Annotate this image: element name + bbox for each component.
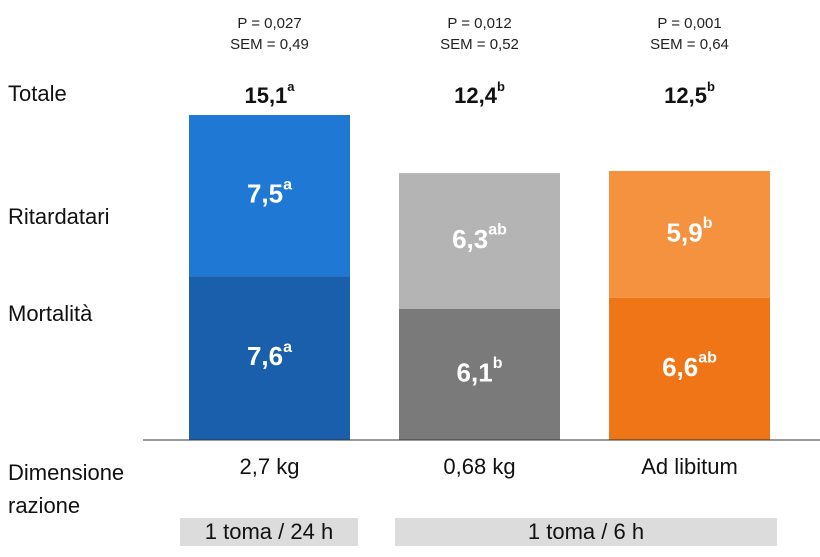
- segment-label-value: 6,1: [457, 357, 493, 387]
- segment-label-letter: ab: [488, 222, 507, 239]
- group-label: 1 toma / 6 h: [528, 519, 644, 544]
- segment-label-value: 6,6: [662, 352, 698, 382]
- bar-segment: [189, 276, 350, 440]
- p-value: P = 0,027: [237, 15, 301, 32]
- x-tick-label: Ad libitum: [641, 454, 738, 479]
- segment-label-value: 7,6: [247, 341, 283, 371]
- segment-label: 6,6ab: [662, 350, 717, 382]
- group-box: [180, 518, 358, 546]
- x-axis-label: Dimensione razione: [8, 460, 125, 518]
- sem-value: SEM = 0,64: [650, 36, 729, 53]
- segment-label-letter: a: [283, 339, 292, 356]
- group-box: [395, 518, 777, 546]
- total-label: 12,4b: [454, 80, 505, 108]
- bar-segment: [609, 170, 770, 298]
- row-label: Ritardatari: [8, 204, 109, 229]
- bar-segment: [609, 297, 770, 440]
- group-label: 1 toma / 24 h: [205, 519, 333, 544]
- sem-value: SEM = 0,49: [230, 36, 309, 53]
- segment-label-value: 5,9: [667, 217, 703, 247]
- segment-label-value: 6,3: [452, 224, 488, 254]
- total-label-letter: a: [287, 80, 295, 95]
- segment-label-value: 7,5: [247, 179, 283, 209]
- total-label-value: 12,4: [454, 83, 498, 108]
- segment-label: 7,5a: [247, 177, 292, 209]
- segment-label: 7,6a: [247, 339, 292, 371]
- segment-label-letter: b: [493, 355, 503, 372]
- total-label-letter: b: [497, 80, 505, 95]
- bar-segment: [189, 115, 350, 277]
- total-label: 12,5b: [664, 80, 715, 108]
- x-tick-label: 2,7 kg: [240, 454, 300, 479]
- row-label: Totale: [8, 81, 67, 106]
- segment-label: 5,9b: [667, 215, 713, 247]
- x-tick-label: 0,68 kg: [443, 454, 515, 479]
- segment-label: 6,1b: [457, 355, 503, 387]
- total-label-letter: b: [707, 80, 715, 95]
- p-value: P = 0,001: [657, 15, 721, 32]
- row-label: Mortalità: [8, 301, 93, 326]
- p-value: P = 0,012: [447, 15, 511, 32]
- total-label: 15,1a: [244, 80, 295, 108]
- sem-value: SEM = 0,52: [440, 36, 519, 53]
- total-label-value: 12,5: [664, 83, 707, 108]
- segment-label-letter: b: [703, 215, 713, 232]
- bar-segment: [399, 173, 560, 309]
- total-label-value: 15,1: [244, 83, 287, 108]
- segment-label-letter: ab: [698, 350, 717, 367]
- segment-label: 6,3ab: [452, 222, 507, 254]
- bar-segment: [399, 308, 560, 440]
- segment-label-letter: a: [283, 177, 292, 194]
